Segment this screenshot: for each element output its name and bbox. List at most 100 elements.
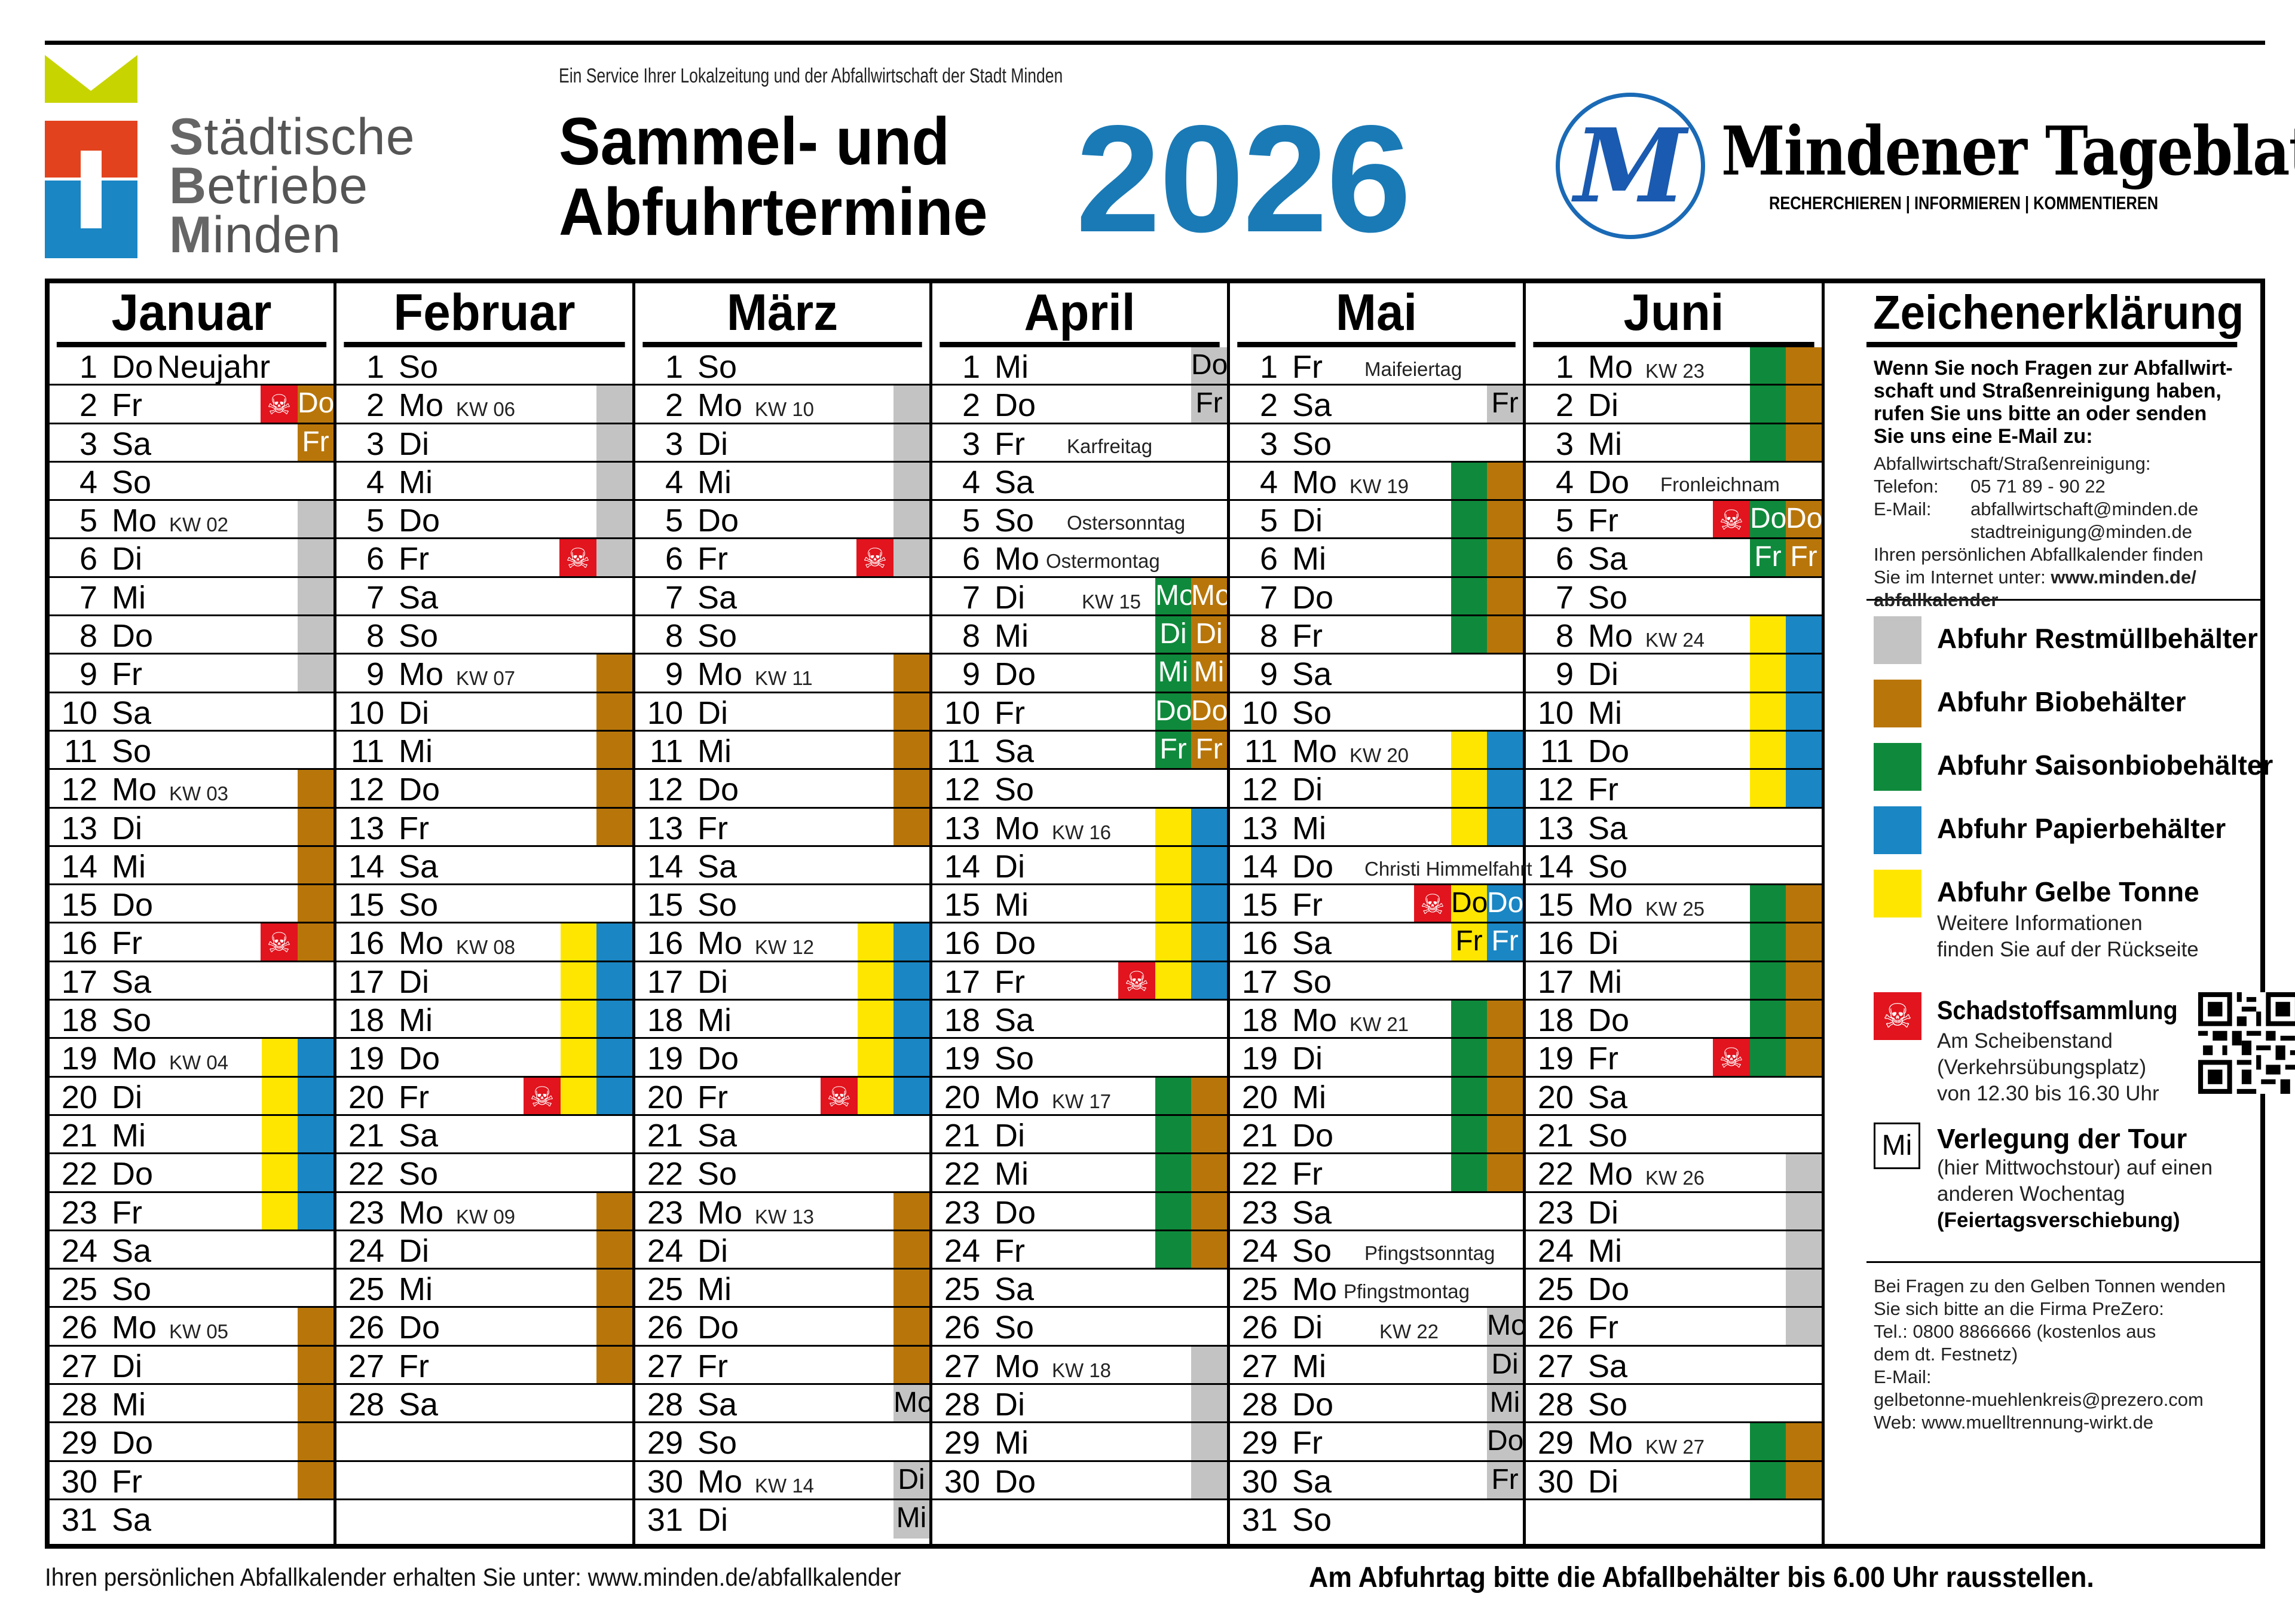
- pickup-marker-papier: [1191, 962, 1227, 999]
- weekday: So: [994, 1310, 1035, 1346]
- day-row: 27 Fr: [635, 1346, 929, 1386]
- pickup-marker-papier: [1191, 885, 1227, 922]
- pickup-marker-rest: Mo: [893, 1385, 929, 1422]
- day-row: 2 Fr Do ☠: [50, 386, 333, 424]
- tour-day-box: Mi: [1874, 1123, 1920, 1169]
- day-row: 18 Mi: [336, 1001, 632, 1039]
- weekday: Di: [994, 579, 1025, 616]
- day-row: 16 Mo KW 08: [336, 923, 632, 962]
- contact-phone-row: Telefon: 05 71 89 - 90 22: [1874, 475, 2258, 498]
- day-list: 1 So 2 Mo KW 06 3 Di 4 Mi 5 Do 6 Fr ☠ 7 Sa 8 So 9 Mo KW 07 10…: [336, 347, 632, 1539]
- pickup-marker-rest: Do: [1487, 1423, 1523, 1460]
- weekday: Sa: [697, 579, 738, 616]
- pickup-marker-saison: Do: [1155, 693, 1191, 730]
- pickup-marker-saison: [1451, 462, 1487, 500]
- pickup-marker-gelb: [858, 962, 893, 999]
- pickup-marker-rest: [893, 424, 929, 461]
- week-number: KW 19: [1350, 475, 1409, 497]
- prezero-line: Bei Fragen zu den Gelben Tonnen wenden: [1874, 1276, 2226, 1296]
- day-number: 13: [348, 810, 384, 846]
- weekday: Fr: [1292, 349, 1323, 385]
- weekday: Di: [1588, 387, 1618, 424]
- email-label: E-Mail:: [1874, 498, 1932, 519]
- day-row: 27 Mi Di: [1230, 1346, 1523, 1386]
- pickup-marker-bio: [1487, 1001, 1523, 1038]
- calendar-url[interactable]: www.minden.de/: [2051, 567, 2196, 588]
- day-number: 3: [962, 426, 980, 462]
- day-number: 16: [61, 925, 97, 962]
- prezero-web[interactable]: Web: www.muelltrennung-wirkt.de: [1874, 1412, 2154, 1433]
- weekday: Sa: [994, 1002, 1035, 1039]
- divider: [1866, 599, 2265, 601]
- weekday: Mi: [1292, 1079, 1326, 1115]
- legend-label: Abfuhr Gelbe Tonne: [1937, 876, 2199, 907]
- email-link-stadtreinigung[interactable]: stadtreinigung@minden.de: [1970, 521, 2192, 542]
- day-number: 31: [647, 1501, 683, 1538]
- day-row: 27 Fr: [336, 1346, 632, 1386]
- weekday: Mo: [697, 1194, 743, 1231]
- day-list: 1 Fr Maifeiertag 2 Sa Fr 3 So 4 Mo KW 19 5 Di 6 Mi 7 Do 8…: [1230, 347, 1532, 1539]
- day-number: 5: [366, 503, 384, 539]
- footer-calendar-link[interactable]: Ihren persönlichen Abfallkalender erhalt…: [45, 1563, 901, 1591]
- weekday: Fr: [1588, 772, 1618, 808]
- weekday: Mo: [112, 503, 157, 539]
- prezero-phone[interactable]: Tel.: 0800 8866666 (kostenlos aus: [1874, 1321, 2156, 1342]
- day-number: 21: [348, 1117, 384, 1154]
- phone-number[interactable]: 05 71 89 - 90 22: [1970, 476, 2106, 497]
- day-row: 24 Di: [635, 1231, 929, 1270]
- legend-item-papier: Abfuhr Papierbehälter: [1866, 806, 2265, 870]
- qr-code-icon[interactable]: [2198, 992, 2295, 1094]
- pickup-marker-saison: Do: [1750, 501, 1786, 538]
- day-row: 27 Mo KW 18: [932, 1346, 1227, 1386]
- day-row: 8 So: [336, 616, 632, 655]
- pickup-marker-papier: [893, 1077, 929, 1114]
- pickup-marker-papier: [1786, 731, 1822, 769]
- day-row: 19 Do: [336, 1039, 632, 1078]
- weekday: Mi: [1292, 541, 1326, 577]
- day-number: 10: [1537, 695, 1574, 731]
- year: 2026: [1076, 94, 1411, 264]
- day-row: 13 Fr: [336, 808, 632, 847]
- day-number: 9: [1259, 656, 1278, 693]
- day-number: 1: [366, 349, 384, 385]
- weekday: Sa: [1292, 387, 1332, 424]
- pickup-marker-saison: [1750, 347, 1786, 384]
- day-number: 16: [348, 925, 384, 962]
- contact-intro: Wenn Sie noch Fragen zur Abfallwirt- sch…: [1874, 357, 2258, 448]
- pickup-marker-papier: [596, 1001, 632, 1038]
- day-row: 2 Mo KW 10: [635, 386, 929, 424]
- weekday: So: [1292, 964, 1332, 1000]
- pickup-marker-rest: Mi: [1487, 1385, 1523, 1422]
- day-row: 23 Sa: [1230, 1193, 1523, 1231]
- day-number: 29: [1241, 1425, 1278, 1461]
- weekday: Do: [399, 772, 440, 808]
- day-list: 1 So 2 Mo KW 10 3 Di 4 Mi 5 Do 6 Fr ☠ 7 Sa 8 So 9 Mo KW 11 10…: [635, 347, 929, 1539]
- pickup-marker-bio: Do: [1786, 501, 1822, 538]
- pickup-marker-papier: [1487, 770, 1523, 807]
- calendar-text-2: Sie im Internet unter: www.minden.de/: [1874, 566, 2258, 589]
- prezero-line: Sie sich bitte an die Firma PreZero:: [1874, 1298, 2164, 1319]
- weekday: Sa: [1588, 1079, 1628, 1115]
- pickup-marker-saison: [1750, 1001, 1786, 1038]
- pickup-marker-rest: Di: [893, 1461, 929, 1498]
- day-number: 10: [348, 695, 384, 731]
- month-header: April: [940, 283, 1220, 347]
- calendar-url-cont[interactable]: abfallkalender: [1874, 589, 1999, 610]
- pickup-marker-rest: [1786, 1192, 1822, 1230]
- email-link-abfallwirtschaft[interactable]: abfallwirtschaft@minden.de: [1970, 498, 2199, 519]
- day-number: 16: [647, 925, 683, 962]
- day-row: 9 Mo KW 07: [336, 655, 632, 693]
- day-number: 1: [1259, 349, 1278, 385]
- pickup-marker-papier: Do: [1487, 885, 1523, 922]
- prezero-email[interactable]: gelbetonne-muehlenkreis@prezero.com: [1874, 1389, 2204, 1410]
- day-row: 17 Fr ☠: [932, 962, 1227, 1001]
- pickup-marker-saison: [1750, 962, 1786, 999]
- day-row: 17 Di: [336, 962, 632, 1001]
- day-row: 24 Sa: [50, 1231, 333, 1270]
- day-row: 15 Fr Do Do ☠: [1230, 885, 1523, 924]
- calendar-table: Juni 1 Mo KW 23 2 Di 3 Mi 4 Do Fronleichnam 5 Fr Do Do…: [45, 279, 2295, 1549]
- tour-label: Verlegung der Tour: [1937, 1123, 2187, 1154]
- day-row: 5 Fr Do Do ☠: [1526, 501, 1822, 540]
- weekday: Do: [112, 1425, 154, 1461]
- day-number: 23: [1537, 1194, 1574, 1231]
